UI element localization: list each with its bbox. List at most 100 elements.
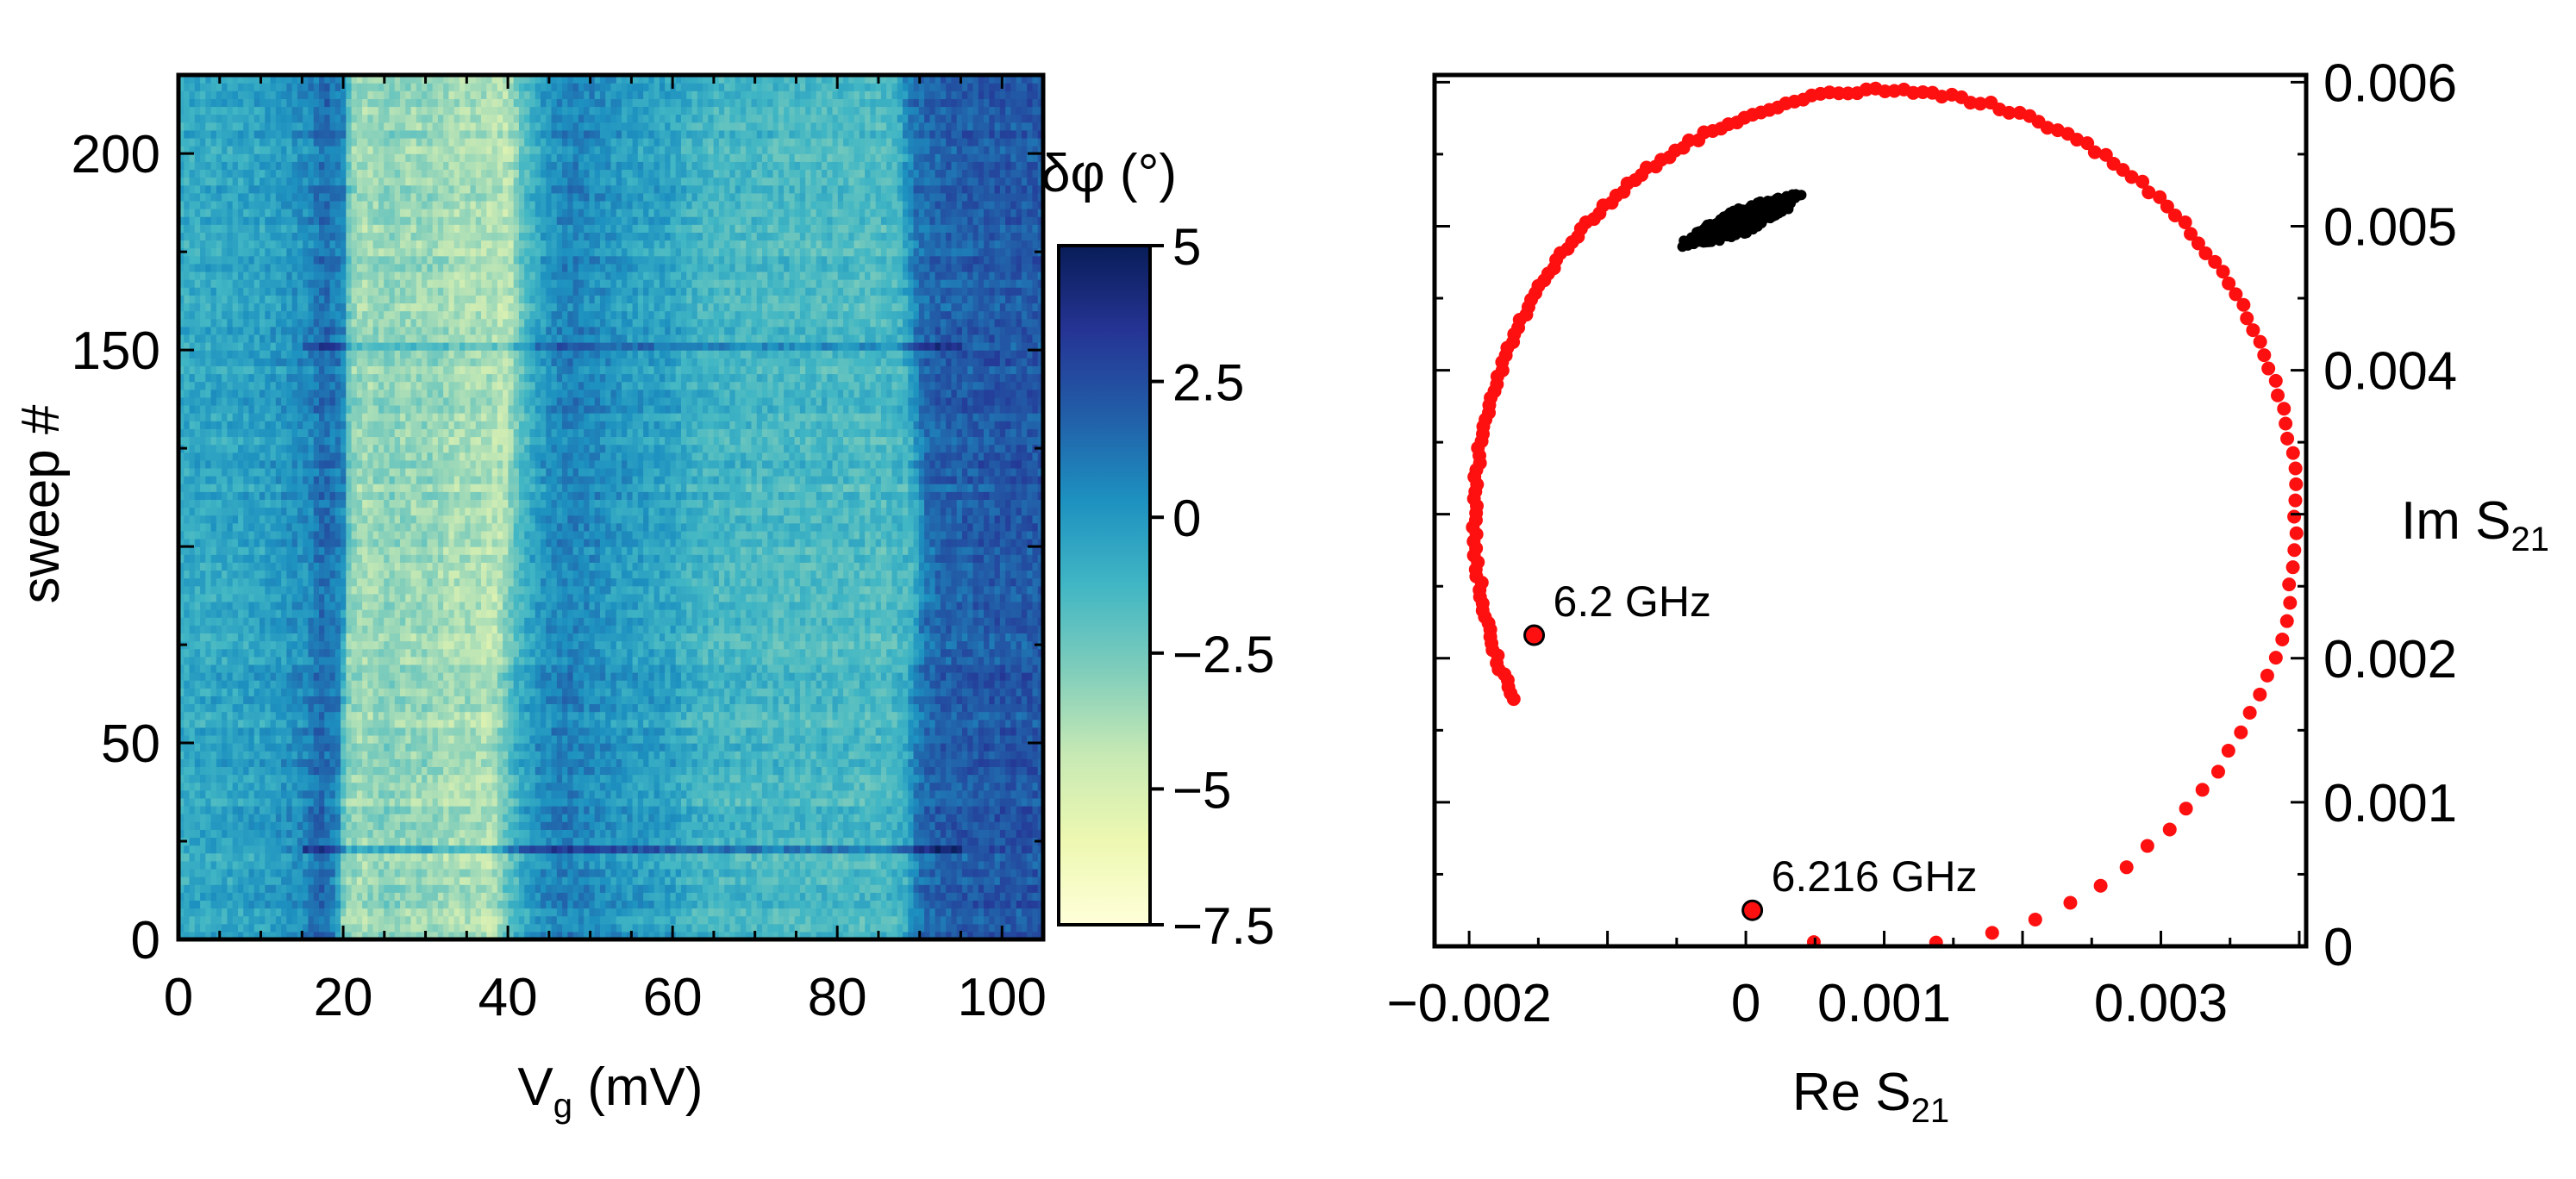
heatmap-cell bbox=[1037, 805, 1043, 814]
heatmap-cell bbox=[978, 931, 985, 939]
heatmap-cell bbox=[416, 892, 422, 901]
heatmap-cell bbox=[491, 727, 498, 736]
heatmap-cell bbox=[616, 814, 622, 822]
heatmap-cell bbox=[794, 892, 801, 901]
heatmap-cell bbox=[541, 868, 547, 877]
heatmap-cell bbox=[394, 719, 401, 728]
heatmap-cell bbox=[686, 900, 693, 909]
heatmap-cell bbox=[1027, 719, 1034, 728]
heatmap-cell bbox=[378, 908, 385, 917]
heatmap-cell bbox=[724, 766, 731, 776]
heatmap-cell bbox=[853, 814, 860, 822]
heatmap-cell bbox=[659, 789, 666, 799]
heatmap-cell bbox=[810, 931, 817, 939]
heatmap-cell bbox=[772, 805, 779, 814]
heatmap-cell bbox=[341, 727, 347, 736]
heatmap-cell bbox=[291, 837, 298, 846]
heatmap-cell bbox=[843, 892, 849, 901]
heatmap-cell bbox=[789, 837, 796, 846]
heatmap-cell bbox=[956, 868, 963, 877]
heatmap-cell bbox=[713, 908, 720, 917]
heatmap-cell bbox=[627, 814, 634, 822]
heatmap-cell bbox=[897, 908, 903, 917]
heatmap-cell bbox=[400, 805, 406, 814]
heatmap-cell bbox=[843, 751, 849, 759]
heatmap-cell bbox=[400, 789, 406, 799]
heatmap-cell bbox=[913, 727, 920, 736]
heatmap-cell bbox=[475, 743, 482, 752]
heatmap-cell bbox=[270, 923, 277, 933]
heatmap-cell bbox=[610, 829, 617, 839]
heatmap-cell bbox=[940, 821, 947, 830]
heatmap-cell bbox=[848, 900, 855, 909]
heatmap-cell bbox=[935, 821, 941, 830]
heatmap-cell bbox=[572, 868, 579, 877]
heatmap-cell bbox=[556, 814, 563, 822]
heatmap-cell bbox=[740, 789, 747, 799]
heatmap-cell bbox=[303, 876, 309, 885]
heatmap-cell bbox=[546, 860, 553, 870]
heatmap-cell bbox=[837, 805, 844, 814]
heatmap-cell bbox=[259, 868, 266, 877]
heatmap-cell bbox=[362, 766, 369, 776]
heatmap-cell bbox=[491, 923, 498, 933]
heatmap-cell bbox=[718, 711, 725, 720]
heatmap-cell bbox=[362, 892, 369, 901]
heatmap-cell bbox=[1037, 743, 1043, 752]
heatmap-cell bbox=[946, 766, 953, 776]
heatmap-cell bbox=[697, 829, 703, 839]
heatmap-cell bbox=[486, 923, 493, 933]
heatmap-cell bbox=[194, 876, 201, 885]
heatmap-cell bbox=[870, 837, 877, 846]
heatmap-cell bbox=[627, 923, 634, 933]
heatmap-cell bbox=[946, 782, 953, 791]
heatmap-cell bbox=[524, 931, 531, 939]
heatmap-cell bbox=[572, 703, 579, 713]
heatmap-cell bbox=[470, 908, 477, 917]
heatmap-cell bbox=[772, 923, 779, 933]
heatmap-cell bbox=[378, 719, 385, 728]
heatmap-cell bbox=[832, 860, 839, 870]
heatmap-cell bbox=[746, 719, 753, 728]
heatmap-cell bbox=[865, 751, 871, 759]
heatmap-cell bbox=[946, 829, 953, 839]
heatmap-cell bbox=[703, 734, 709, 744]
heatmap-cell bbox=[648, 719, 655, 728]
heatmap-cell bbox=[384, 766, 391, 776]
heatmap-cell bbox=[643, 845, 649, 854]
heatmap-cell bbox=[578, 923, 585, 933]
heatmap-cell bbox=[546, 892, 553, 901]
heatmap-cell bbox=[248, 743, 255, 752]
heatmap-cell bbox=[929, 758, 936, 767]
heatmap-cell bbox=[837, 876, 844, 885]
heatmap-cell bbox=[205, 743, 212, 752]
heatmap-cell bbox=[378, 876, 385, 885]
heatmap-cell bbox=[475, 845, 482, 854]
heatmap-cell bbox=[324, 829, 331, 839]
heatmap-cell bbox=[697, 703, 703, 713]
heatmap-cell bbox=[724, 892, 731, 901]
heatmap-cell bbox=[303, 758, 309, 767]
heatmap-cell bbox=[286, 837, 293, 846]
heatmap-cell bbox=[756, 711, 763, 720]
heatmap-cell bbox=[703, 743, 709, 752]
heatmap-cell bbox=[329, 766, 336, 776]
heatmap-cell bbox=[972, 837, 979, 846]
heatmap-cell bbox=[443, 711, 450, 720]
heatmap-cell bbox=[286, 829, 293, 839]
heatmap-cell bbox=[918, 923, 925, 933]
heatmap-cell bbox=[637, 766, 644, 776]
heatmap-cell bbox=[265, 774, 272, 783]
heatmap-cell bbox=[843, 743, 849, 752]
heatmap-cell bbox=[205, 908, 212, 917]
heatmap-cell bbox=[210, 892, 217, 901]
heatmap-cell bbox=[622, 845, 628, 854]
heatmap-cell bbox=[524, 696, 531, 705]
heatmap-cell bbox=[956, 696, 963, 705]
heatmap-cell bbox=[697, 789, 703, 799]
heatmap-cell bbox=[740, 805, 747, 814]
heatmap-cell bbox=[805, 852, 812, 862]
heatmap-cell bbox=[924, 727, 930, 736]
heatmap-cell bbox=[453, 868, 460, 877]
heatmap-cell bbox=[940, 751, 947, 759]
